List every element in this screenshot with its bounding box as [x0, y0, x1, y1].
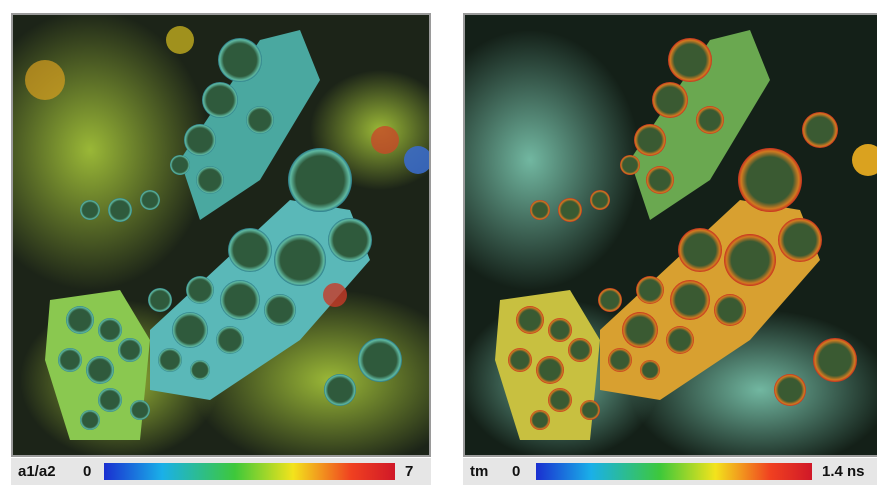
- scale-label: a1/a2: [18, 463, 56, 480]
- scale-min: 0: [83, 463, 91, 480]
- scale-label: tm: [470, 463, 488, 480]
- scale-min: 0: [512, 463, 520, 480]
- page: a1/a2 0 7 tm 0 1.4 ns (() => { const da: [0, 0, 877, 485]
- colorbar: [104, 463, 395, 480]
- scale-max: 7: [405, 463, 413, 480]
- microscopy-image: [0, 10, 470, 470]
- figure: a1/a2 0 7 tm 0 1.4 ns: [0, 0, 877, 485]
- colorbar: [536, 463, 812, 480]
- scale-max: 1.4 ns: [822, 463, 865, 480]
- microscopy-image: [420, 15, 877, 470]
